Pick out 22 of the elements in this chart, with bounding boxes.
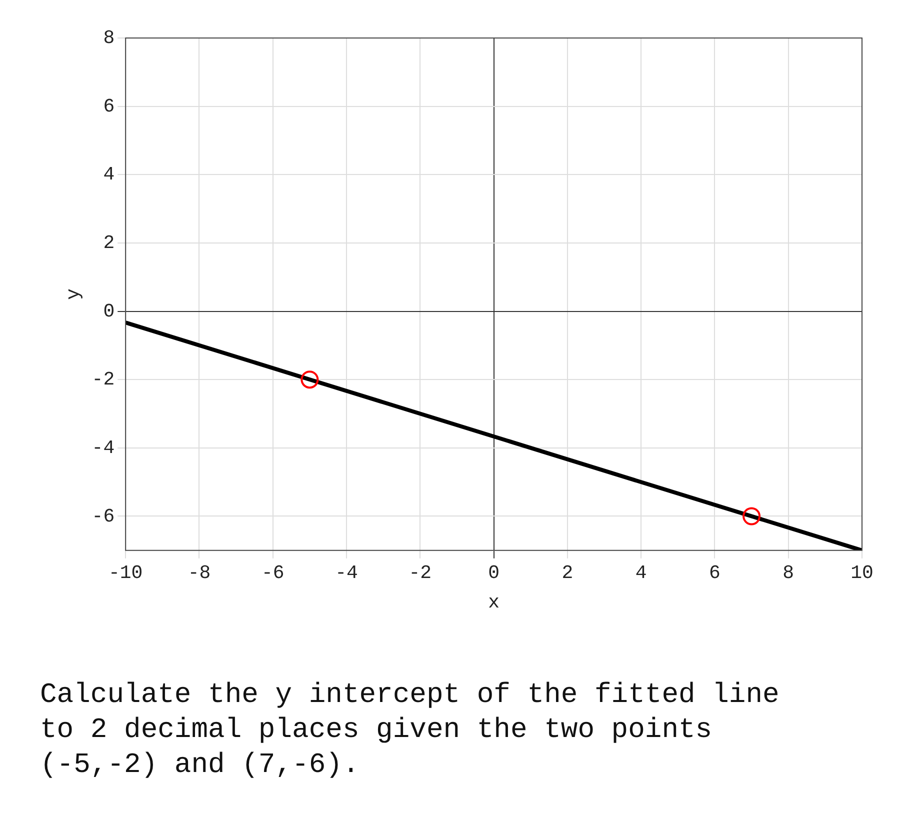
y-tick-label: 2	[103, 232, 115, 254]
x-tick-label: 6	[709, 562, 720, 584]
y-axis-title: y	[62, 288, 84, 300]
y-tick-label: 8	[103, 27, 115, 50]
y-tick-label: -4	[92, 436, 115, 459]
x-tick-label: -6	[261, 562, 284, 584]
x-tick-label: 2	[562, 562, 574, 584]
x-axis-title: x	[488, 592, 500, 614]
text: Calculate the y intercept of the fitted line to 2 decimal places given the two points (-5,-2) and (7,-6).	[40, 679, 780, 783]
x-tick-label: -2	[408, 562, 432, 584]
y-tick-label: -6	[92, 505, 115, 528]
y-tick-label: -2	[92, 368, 115, 391]
x-tick-label: 0	[488, 562, 500, 584]
x-tick-label: 8	[782, 562, 794, 584]
x-tick-label: -8	[188, 562, 211, 584]
y-tick-label: 0	[103, 300, 115, 322]
x-tick-label: 10	[850, 562, 874, 584]
y-tick-label: 4	[103, 164, 115, 186]
x-tick-label: -10	[108, 562, 143, 584]
y-tick-label: 6	[103, 95, 115, 118]
x-tick-label: -4	[335, 562, 358, 584]
x-tick-label: 4	[635, 562, 647, 584]
